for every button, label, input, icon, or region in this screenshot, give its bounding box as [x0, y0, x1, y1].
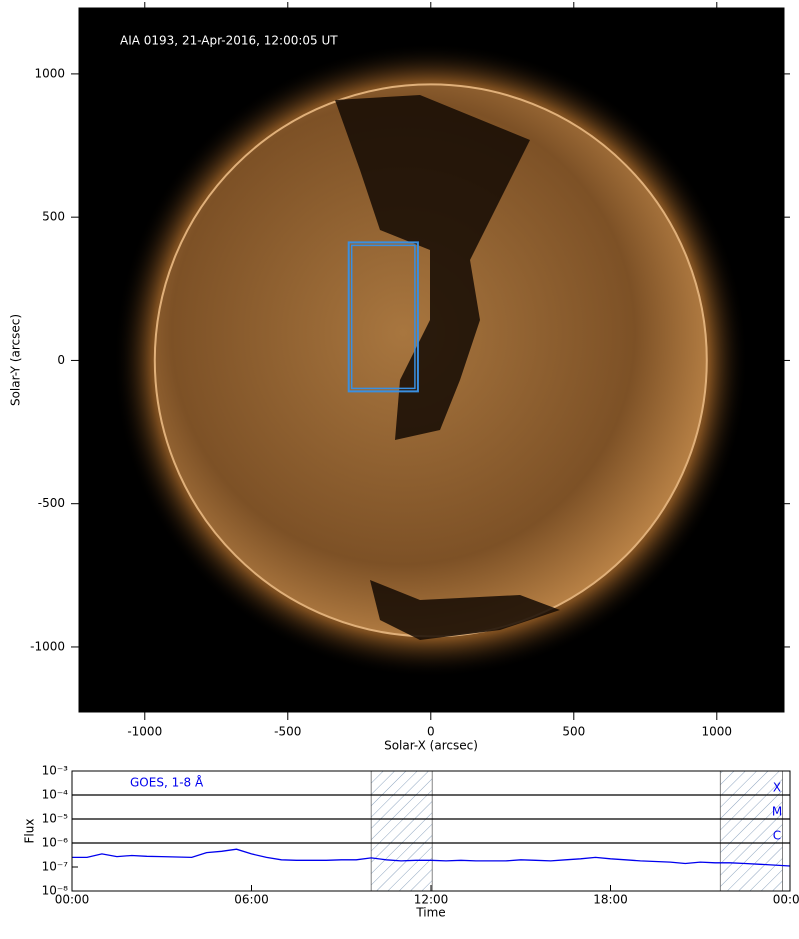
y-tick-label: 10⁻⁶	[42, 836, 69, 850]
threshold-label: X	[773, 781, 781, 795]
y-tick-label: -500	[38, 496, 65, 510]
y-tick-label: 500	[42, 210, 65, 224]
y-axis-label: Solar-Y (arcsec)	[9, 314, 23, 406]
y-tick-label: 10⁻³	[42, 764, 69, 778]
x-tick-label: -500	[274, 725, 301, 739]
x-tick-label: 00:00	[55, 893, 90, 907]
image-title: AIA 0193, 21-Apr-2016, 12:00:05 UT	[120, 34, 338, 48]
x-axis-label: Time	[415, 906, 445, 920]
threshold-label: C	[773, 829, 781, 843]
x-tick-label: 0	[427, 725, 435, 739]
y-tick-label: -1000	[30, 639, 65, 653]
x-tick-label: -1000	[127, 725, 162, 739]
y-tick-label: 1000	[34, 66, 65, 80]
y-tick-label: 10⁻⁵	[42, 812, 69, 826]
x-tick-label: 500	[562, 725, 585, 739]
y-tick-label: 10⁻⁷	[42, 860, 69, 874]
goes-label: GOES, 1-8 Å	[130, 775, 204, 790]
region-box	[347, 241, 419, 393]
x-tick-label: 12:00	[414, 893, 449, 907]
x-tick-label: 1000	[702, 725, 733, 739]
coronal-holes	[335, 95, 560, 640]
region-box-inner	[350, 244, 416, 390]
flux-line	[72, 848, 791, 867]
y-tick-label: 10⁻⁴	[42, 788, 69, 802]
y-tick-label: 10⁻⁸	[42, 884, 69, 898]
x-tick-label: 06:00	[234, 893, 269, 907]
x-tick-label: 18:00	[593, 893, 628, 907]
y-axis-label: Flux	[23, 819, 37, 844]
x-tick-label: 00:00	[773, 893, 799, 907]
y-tick-label: 0	[57, 353, 65, 367]
x-axis-label: Solar-X (arcsec)	[384, 739, 478, 753]
threshold-label: M	[772, 805, 782, 819]
shaded-interval	[370, 770, 433, 892]
